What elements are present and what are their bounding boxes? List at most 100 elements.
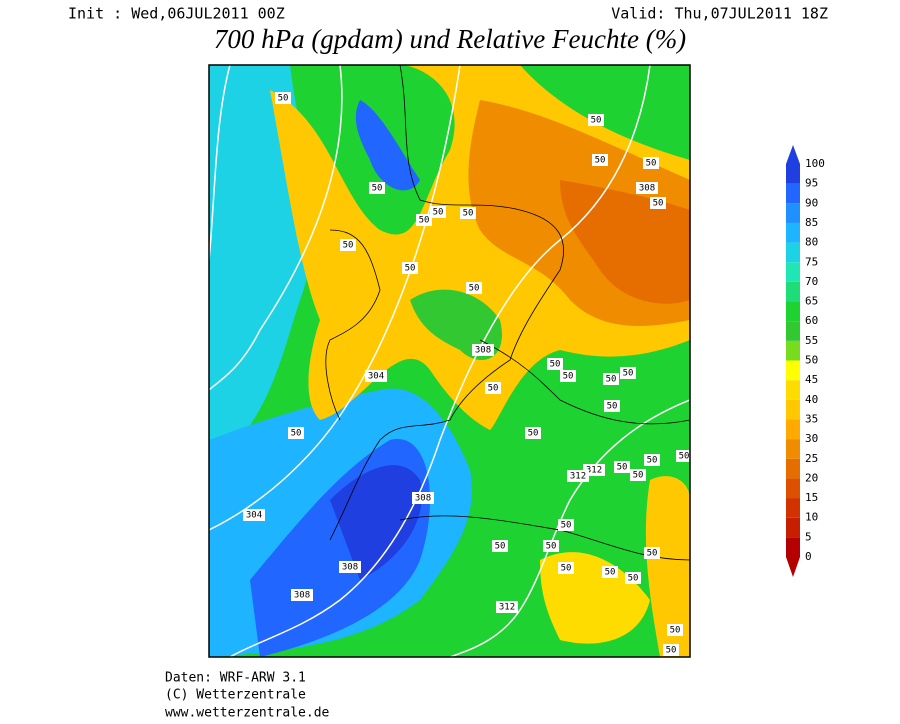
contour-label-box [650,197,666,209]
contour-label: 50 [488,384,499,394]
contour-label-box [485,382,501,394]
colorbar-label: 25 [805,452,818,465]
contour-label-box [643,157,659,169]
contour-label-box [620,367,636,379]
colorbar-label: 50 [805,354,818,367]
map-frame [208,64,691,658]
valid-time: Valid: Thu,07JUL2011 18Z [611,5,828,23]
contour-label-box [460,207,476,219]
colorbar-label: 85 [805,216,818,229]
contour-label-box [291,589,313,601]
map: 50 50 50 50 308 50 50 50 50 50 50 50 50 308 50 50 50 50 30… [209,65,690,657]
colorbar-label: 20 [805,471,818,484]
colorbar-band [786,419,800,440]
contour-label-box [402,262,418,274]
contour-label-box [592,154,608,166]
colorbar-band [786,164,800,184]
contour-label-box [644,547,660,559]
contour-label-box [275,92,291,104]
colorbar-label: 0 [805,550,812,563]
colorbar-band [786,537,800,557]
url: www.wetterzentrale.de [165,706,330,721]
colorbar-band [786,458,800,479]
colorbar-band [786,439,800,459]
colorbar-band [786,301,800,322]
colorbar-label: 40 [805,393,818,406]
colorbar-arrow-top [786,145,800,164]
colorbar-band [786,281,800,302]
colorbar-label: 35 [805,412,818,425]
colorbar-label: 80 [805,236,818,249]
contour-label: 50 [343,241,354,251]
contour-label-box [492,540,508,552]
contour-label-box [288,427,304,439]
contour-label-box [614,461,630,473]
init-time: Init : Wed,06JUL2011 00Z [68,5,285,23]
colorbar-label: 45 [805,373,818,386]
colorbar-label: 55 [805,334,818,347]
contour-label: 308 [294,591,310,601]
contour-label-box [558,562,574,574]
contour-label: 312 [586,466,602,476]
contour-label: 50 [372,184,383,194]
contour-label-box [567,470,589,482]
contour-label: 50 [666,646,677,656]
contour-label-box [663,644,679,656]
contour-label-box [466,282,482,294]
contour-label: 312 [499,603,515,613]
copyright: (C) Wetterzentrale [165,688,306,703]
contour-label: 50 [647,549,658,559]
contour-label: 50 [647,456,658,466]
model-credit: Daten: WRF-ARW 3.1 [165,671,306,686]
colorbar-band [786,340,800,361]
contour-label: 50 [546,542,557,552]
contour-label: 50 [419,216,430,226]
contour-label-box [340,239,356,251]
colorbar-band [786,183,800,204]
contour-label-box [369,182,385,194]
contour-label: 50 [469,284,480,294]
contour-label-box [604,400,620,412]
contour-label-box [630,469,646,481]
title: 700 hPa (gpdam) und Relative Feuchte (%) [214,24,686,54]
contour-label-box [339,561,361,573]
contour-label-box [644,454,660,466]
colorbar-label: 65 [805,295,818,308]
colorbar: 0 5 10 15 20 25 30 35 40 45 50 55 60 65 70 75 80 85 90 95 10… [786,145,825,577]
contour-label: 308 [415,494,431,504]
contour-label-box [547,358,563,370]
colorbar-band [786,399,800,420]
contour-label: 50 [605,568,616,578]
contour-label-box [543,540,559,552]
colorbar-label: 30 [805,432,818,445]
contour-label: 50 [495,542,506,552]
colorbar-label: 70 [805,275,818,288]
contour-label: 312 [570,472,586,482]
contour-label: 50 [607,402,618,412]
contour-label-box [667,624,683,636]
contour-label: 50 [623,369,634,379]
contour-label-box [472,344,494,356]
contour-label-box [603,373,619,385]
contour-label-box [558,519,574,531]
contour-label: 50 [463,209,474,219]
contour-label-box [430,206,446,218]
colorbar-band [786,360,800,381]
colorbar-band [786,242,800,263]
contour-label-box [588,114,604,126]
contour-label: 50 [550,360,561,370]
contour-label: 50 [617,463,628,473]
contour-label-box [636,182,658,194]
contour-label: 304 [246,511,262,521]
contour-label: 50 [561,521,572,531]
contour-label-box [525,427,541,439]
contour-label-box [496,601,518,613]
contour-label: 50 [595,156,606,166]
contour-label-box [602,566,618,578]
contour-label: 50 [278,94,289,104]
contour-label: 50 [670,626,681,636]
contour-label: 304 [368,372,384,382]
colorbar-label: 90 [805,196,818,209]
colorbar-band [786,222,800,243]
contour-label: 50 [433,208,444,218]
